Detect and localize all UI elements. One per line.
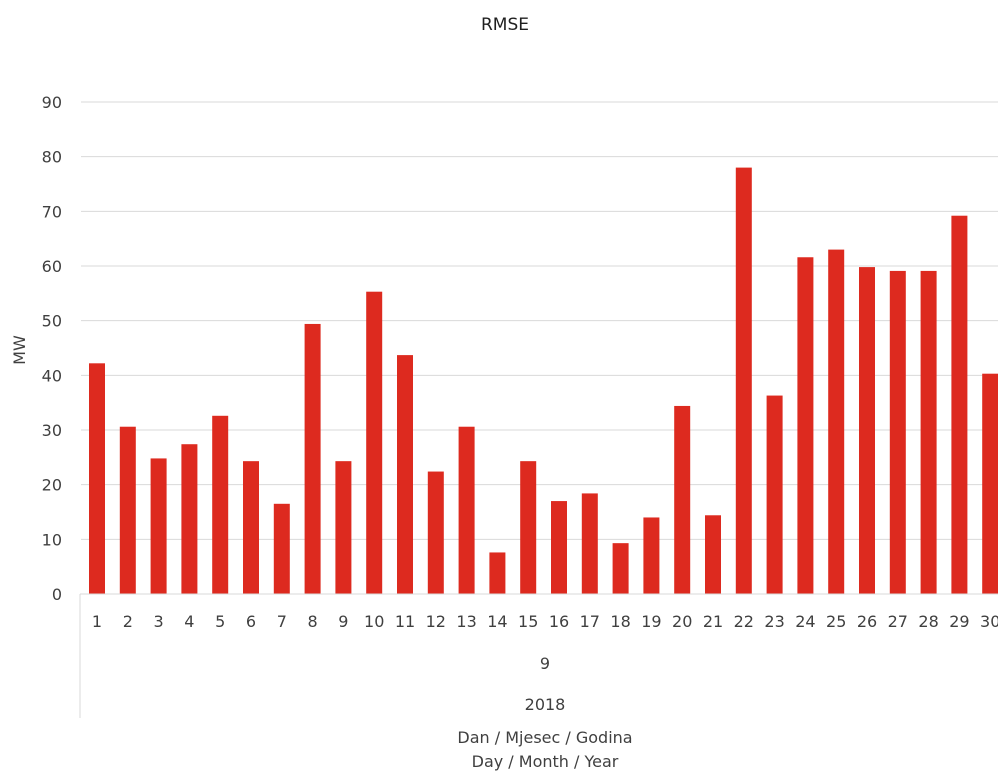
bar-day-16 [551,501,567,594]
y-tick-label: 50 [42,312,62,331]
bars [89,167,998,594]
bar-day-29 [951,215,968,594]
bar-day-18 [612,543,629,594]
y-tick-label: 30 [42,421,62,440]
y-tick-label: 70 [42,202,62,221]
y-tick-label: 20 [42,476,62,495]
x-tick-label: 9 [338,612,348,631]
bar-day-20 [674,405,691,594]
y-tick-label: 90 [42,93,62,112]
x-tick-label: 6 [246,612,256,631]
bar-day-9 [335,461,352,594]
x-tick-label: 16 [549,612,569,631]
x-tick-label: 15 [518,612,538,631]
y-tick-label: 10 [42,530,62,549]
x-tick-label: 24 [795,612,815,631]
bar-day-22 [735,167,752,594]
x-group-year-label: 2018 [525,695,566,714]
x-tick-label: 22 [734,612,754,631]
bar-day-8 [304,323,321,594]
bar-day-1 [89,363,105,594]
bar-day-30 [982,373,998,594]
bar-day-24 [797,257,814,594]
bar-day-25 [828,249,845,594]
x-tick-label: 3 [154,612,164,631]
bar-day-5 [212,415,229,594]
bar-day-4 [181,444,198,594]
gridlines [81,101,998,540]
x-tick-label: 1 [92,612,102,631]
x-tick-label: 11 [395,612,415,631]
bar-day-28 [920,270,937,594]
y-tick-label: 0 [52,585,62,604]
chart-title: RMSE [481,15,529,35]
bar-day-3 [150,458,167,594]
bar-day-26 [859,267,875,594]
x-tick-label: 18 [610,612,630,631]
x-tick-label: 19 [641,612,661,631]
x-tick-label: 4 [184,612,194,631]
x-tick-label: 13 [456,612,476,631]
bar-day-6 [243,461,259,594]
x-tick-label: 5 [215,612,225,631]
x-tick-label: 2 [123,612,133,631]
bar-day-11 [397,355,413,594]
x-tick-label: 23 [764,612,784,631]
x-tick-label: 29 [949,612,969,631]
bar-day-23 [766,395,783,594]
x-tick-label: 14 [487,612,507,631]
y-tick-label: 80 [42,148,62,167]
x-tick-label: 28 [918,612,938,631]
y-tick-label: 60 [42,257,62,276]
x-tick-label: 30 [980,612,998,631]
bar-day-14 [489,552,506,594]
x-tick-label: 20 [672,612,692,631]
x-tick-label: 25 [826,612,846,631]
bar-day-19 [643,517,660,594]
x-axis-label-line-2: Day / Month / Year [472,752,619,771]
bar-day-15 [520,461,537,594]
y-axis-label: MW [10,335,29,365]
x-group-month-label: 9 [540,654,550,673]
bar-day-10 [366,291,383,594]
x-tick-label: 12 [426,612,446,631]
bar-day-13 [458,426,475,594]
bar-day-12 [427,471,444,594]
bar-day-17 [581,493,598,594]
bar-day-27 [889,270,906,594]
x-tick-label: 21 [703,612,723,631]
x-axis-ticks: 1 2 3 4 5 6 7 8 9 10 11 12 13 14 15 16 17 18 19 20 21 22 23 24 2… [92,612,998,631]
x-tick-label: 10 [364,612,384,631]
bar-day-2 [119,426,136,594]
x-tick-label: 27 [888,612,908,631]
bar-day-21 [705,515,721,594]
x-tick-label: 8 [308,612,318,631]
x-tick-label: 7 [277,612,287,631]
bar-day-7 [273,503,290,594]
x-tick-label: 17 [580,612,600,631]
y-tick-label: 40 [42,366,62,385]
x-tick-label: 26 [857,612,877,631]
x-axis-label-line-1: Dan / Mjesec / Godina [457,728,632,747]
y-axis-ticks: 0 10 20 30 40 50 60 70 80 90 [42,93,62,604]
